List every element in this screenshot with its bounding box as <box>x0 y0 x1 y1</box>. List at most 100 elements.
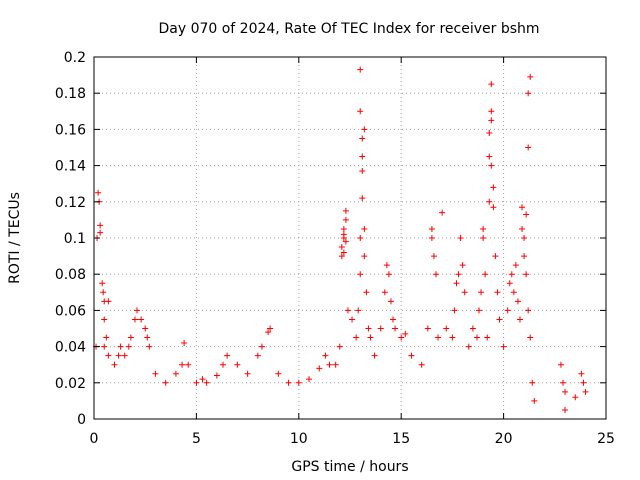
data-point <box>199 376 206 383</box>
data-point <box>519 225 526 232</box>
data-point <box>181 339 188 346</box>
data-point <box>336 343 343 350</box>
y-tick-label: 0.06 <box>55 303 86 319</box>
data-point <box>142 325 149 332</box>
data-point <box>357 108 364 115</box>
data-point <box>562 406 569 413</box>
data-point <box>525 144 532 151</box>
data-point <box>359 195 366 202</box>
data-point <box>428 235 435 241</box>
data-point <box>138 316 145 323</box>
data-point <box>486 198 493 205</box>
data-point <box>476 307 483 314</box>
data-point <box>361 225 368 232</box>
x-tick-label: 15 <box>392 431 410 447</box>
data-point <box>473 334 480 341</box>
y-tick-label: 0 <box>77 412 86 428</box>
data-point <box>162 379 169 386</box>
data-point <box>275 370 282 377</box>
data-point <box>357 271 364 278</box>
data-point <box>469 325 476 332</box>
data-point <box>121 352 128 359</box>
data-point <box>527 334 534 341</box>
data-point <box>203 379 210 386</box>
data-point <box>385 271 392 278</box>
data-point <box>531 397 538 404</box>
data-point <box>322 352 329 359</box>
x-tick-label: 10 <box>290 431 308 447</box>
data-point <box>430 253 437 260</box>
data-point <box>361 253 368 260</box>
data-point <box>578 370 585 377</box>
y-tick-label: 0.16 <box>55 122 86 138</box>
data-point <box>99 280 106 287</box>
data-point <box>510 289 517 296</box>
data-point <box>172 370 179 377</box>
data-point <box>492 253 499 260</box>
data-point <box>338 244 345 251</box>
data-point <box>179 361 186 368</box>
data-point <box>424 325 431 332</box>
data-point <box>523 211 530 218</box>
data-point <box>152 370 159 377</box>
data-point <box>355 307 362 314</box>
data-point <box>523 271 530 278</box>
data-point <box>359 168 366 175</box>
y-tick-label: 0.04 <box>55 340 86 356</box>
x-tick-label: 25 <box>597 431 615 447</box>
data-point <box>101 343 108 350</box>
data-point <box>97 222 104 229</box>
data-point <box>111 361 118 368</box>
data-point <box>224 352 231 359</box>
data-point <box>213 372 220 379</box>
data-point <box>490 184 497 191</box>
data-point <box>377 325 384 332</box>
data-point <box>285 379 292 386</box>
data-point <box>490 204 497 211</box>
data-point <box>408 352 415 359</box>
data-point <box>455 271 462 278</box>
x-tick-label: 5 <box>192 431 201 447</box>
data-point <box>338 253 345 260</box>
data-point <box>381 289 388 296</box>
data-point <box>95 189 102 196</box>
data-point <box>457 235 464 241</box>
y-tick-label: 0.18 <box>55 86 86 102</box>
data-point <box>484 334 491 341</box>
data-point <box>332 361 339 368</box>
data-point <box>433 271 440 278</box>
x-axis-label: GPS time / hours <box>291 459 408 475</box>
data-point <box>480 225 487 232</box>
data-point <box>582 388 589 395</box>
data-point <box>525 90 532 97</box>
data-point <box>306 376 313 383</box>
data-point <box>500 343 507 350</box>
data-point <box>340 249 347 256</box>
data-point <box>105 298 112 305</box>
data-point <box>357 235 364 241</box>
data-point <box>101 316 108 323</box>
data-point <box>398 334 405 341</box>
data-point <box>486 130 493 137</box>
data-point <box>519 204 526 211</box>
data-point <box>146 343 153 350</box>
data-point <box>344 307 351 314</box>
data-point <box>254 352 261 359</box>
x-tick-label: 20 <box>495 431 513 447</box>
data-point <box>559 379 566 386</box>
data-point <box>115 352 122 359</box>
data-point <box>357 66 364 73</box>
data-point <box>359 153 366 160</box>
data-point <box>185 361 192 368</box>
data-point <box>488 108 495 115</box>
y-tick-label: 0.02 <box>55 376 86 392</box>
data-point <box>465 343 472 350</box>
data-point <box>512 262 519 269</box>
data-point <box>383 262 390 269</box>
y-axis: 0 0.02 0.04 0.06 0.08 0.1 0.12 0.14 0.16 0.18 0.2 <box>55 50 606 428</box>
data-point <box>494 289 501 296</box>
data-point <box>428 225 435 232</box>
data-point <box>125 343 132 350</box>
data-point <box>521 235 528 241</box>
data-point <box>363 289 370 296</box>
